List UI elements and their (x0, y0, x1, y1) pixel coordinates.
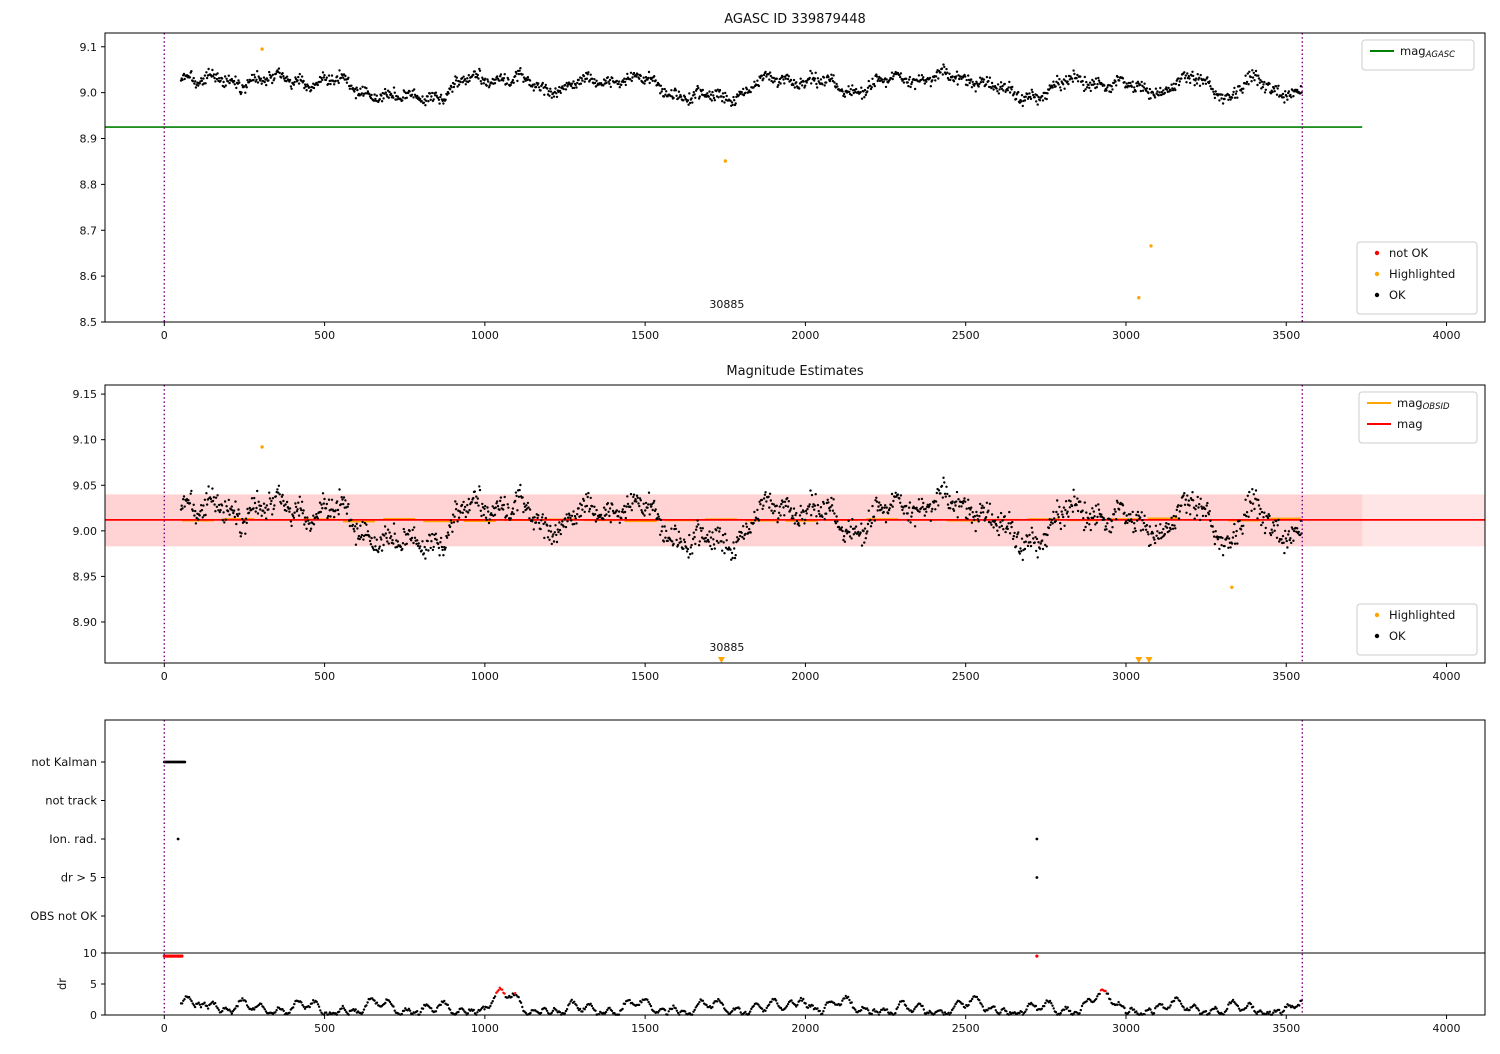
svg-text:3000: 3000 (1112, 329, 1140, 342)
svg-text:OK: OK (1389, 629, 1406, 643)
svg-text:Highlighted: Highlighted (1389, 267, 1455, 281)
svg-text:9.05: 9.05 (73, 479, 98, 492)
svg-text:3000: 3000 (1112, 670, 1140, 683)
svg-text:mag: mag (1397, 417, 1423, 431)
dr-axis-label: dr (55, 978, 69, 990)
svg-text:4000: 4000 (1433, 670, 1461, 683)
svg-text:8.6: 8.6 (80, 270, 98, 283)
svg-text:0: 0 (161, 329, 168, 342)
svg-text:2000: 2000 (791, 1022, 819, 1035)
svg-text:500: 500 (314, 329, 335, 342)
svg-text:4000: 4000 (1433, 1022, 1461, 1035)
obsid-annotation: 30885 (709, 641, 744, 654)
svg-text:OBS not OK: OBS not OK (30, 909, 97, 923)
legend-agasc-line: magAGASC (1361, 39, 1475, 71)
ok-scatter-points (179, 63, 1303, 108)
panel-title: Magnitude Estimates (726, 364, 863, 379)
svg-text:9.0: 9.0 (80, 87, 98, 100)
panel-magnitude-estimates: 30885 8.90 8.95 9.00 9.05 9.10 9.15 0 500 1000 150… (73, 364, 1486, 683)
svg-text:9.10: 9.10 (73, 434, 98, 447)
svg-text:1500: 1500 (631, 1022, 659, 1035)
svg-text:2000: 2000 (791, 329, 819, 342)
dr-scatter-points (179, 986, 1303, 1016)
svg-text:2500: 2500 (952, 1022, 980, 1035)
svg-text:500: 500 (314, 1022, 335, 1035)
svg-text:5: 5 (90, 978, 97, 991)
svg-text:0: 0 (90, 1009, 97, 1022)
svg-text:9.00: 9.00 (73, 525, 98, 538)
legend-middle-markers: Highlighted OK (1356, 603, 1478, 656)
svg-text:8.7: 8.7 (80, 224, 98, 237)
svg-text:2500: 2500 (952, 670, 980, 683)
svg-text:OK: OK (1389, 288, 1406, 302)
dr-at-limit-points (162, 954, 1039, 958)
highlighted-points (260, 445, 1234, 663)
svg-text:8.90: 8.90 (73, 616, 98, 629)
panel-agasc-mag: 30885 8.5 8.6 8.7 8.8 8.9 9.0 9.1 0 500 1000 1500 20… (80, 12, 1486, 342)
svg-text:3500: 3500 (1272, 670, 1300, 683)
svg-text:4000: 4000 (1433, 329, 1461, 342)
ok-scatter-points (179, 476, 1303, 562)
svg-text:9.1: 9.1 (80, 41, 98, 54)
svg-text:1500: 1500 (631, 329, 659, 342)
svg-text:Highlighted: Highlighted (1389, 608, 1455, 622)
svg-text:dr > 5: dr > 5 (61, 871, 97, 885)
svg-text:1000: 1000 (471, 329, 499, 342)
svg-text:0: 0 (161, 1022, 168, 1035)
svg-text:8.5: 8.5 (80, 316, 98, 329)
svg-text:500: 500 (314, 670, 335, 683)
svg-text:1000: 1000 (471, 1022, 499, 1035)
svg-text:not track: not track (45, 794, 97, 808)
svg-text:0: 0 (161, 670, 168, 683)
obsid-annotation: 30885 (709, 298, 744, 311)
svg-text:2500: 2500 (952, 329, 980, 342)
svg-text:3500: 3500 (1272, 1022, 1300, 1035)
svg-text:not OK: not OK (1389, 246, 1429, 260)
svg-text:9.15: 9.15 (73, 388, 98, 401)
svg-text:8.8: 8.8 (80, 178, 98, 191)
svg-text:3000: 3000 (1112, 1022, 1140, 1035)
svg-text:10: 10 (83, 947, 97, 960)
svg-text:2000: 2000 (791, 670, 819, 683)
highlighted-points (260, 47, 1153, 300)
svg-text:1000: 1000 (471, 670, 499, 683)
svg-text:Ion. rad.: Ion. rad. (49, 832, 97, 846)
svg-text:not Kalman: not Kalman (31, 755, 97, 769)
svg-text:8.95: 8.95 (73, 570, 98, 583)
legend-top-markers: not OK Highlighted OK (1356, 241, 1478, 315)
svg-text:8.9: 8.9 (80, 133, 98, 146)
svg-text:1500: 1500 (631, 670, 659, 683)
flag-points (162, 760, 1039, 879)
panel-flags-dr: not Kalman not track Ion. rad. dr > 5 OBS no… (30, 719, 1486, 1035)
svg-text:3500: 3500 (1272, 329, 1300, 342)
panel-title: AGASC ID 339879448 (724, 12, 866, 27)
